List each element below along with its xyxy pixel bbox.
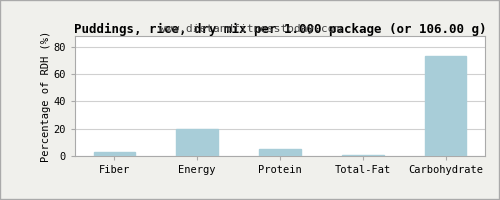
Bar xyxy=(176,129,218,156)
Y-axis label: Percentage of RDH (%): Percentage of RDH (%) xyxy=(40,30,50,162)
Title: Puddings, rice, dry mix per 1.000 package (or 106.00 g): Puddings, rice, dry mix per 1.000 packag… xyxy=(74,23,486,36)
Bar xyxy=(260,149,300,156)
Bar xyxy=(425,56,467,156)
Bar xyxy=(342,155,384,156)
Text: www.dietandfitnesstoday.com: www.dietandfitnesstoday.com xyxy=(159,24,341,34)
Bar xyxy=(94,152,135,156)
